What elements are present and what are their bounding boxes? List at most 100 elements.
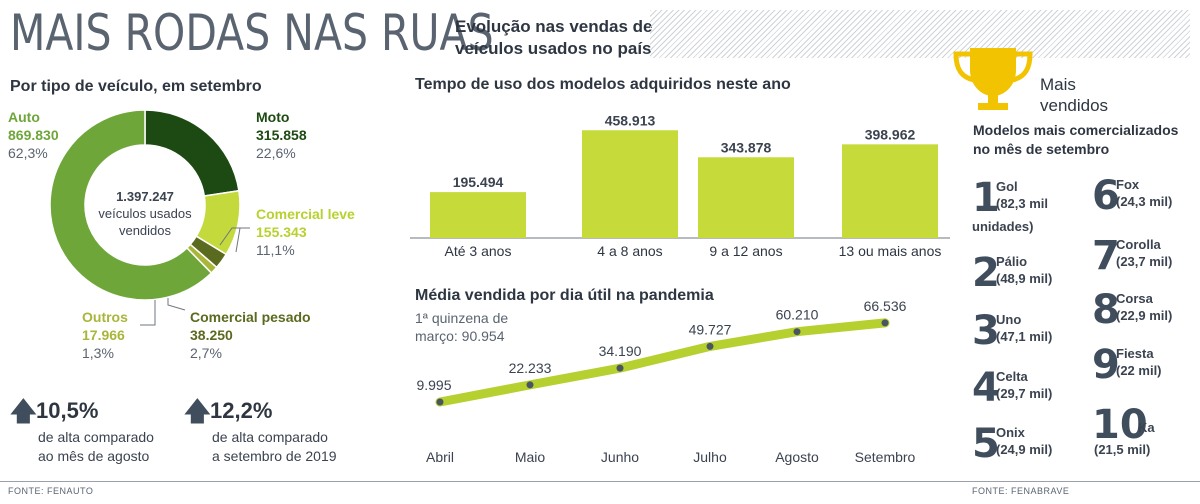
annotation-line-2: março: 90.954 xyxy=(415,328,505,344)
subtitle-line-1: Evolução nas vendas de xyxy=(455,17,653,36)
stat-august-line-1: de alta comparado xyxy=(38,429,154,445)
line-point-2 xyxy=(616,364,624,372)
bar-category-label-3: 13 ou mais anos xyxy=(839,243,942,259)
label-value-auto: 869.830 xyxy=(8,127,59,143)
donut-slice-auto xyxy=(49,109,213,301)
stat-august-line-2: ao mês de agosto xyxy=(38,448,150,464)
bar-chart-title: Tempo de uso dos modelos adquiridos nest… xyxy=(415,76,791,93)
line-point-5 xyxy=(881,319,889,327)
stat-2019-line-1: de alta comparado xyxy=(212,429,328,445)
line-value-label-1: 22.233 xyxy=(509,360,552,376)
line-category-label-3: Julho xyxy=(693,449,727,465)
donut-label-outros: Outros 17.966 1,3% xyxy=(82,308,128,362)
ranking-model-name: Pálio xyxy=(996,254,1028,269)
bar-3 xyxy=(842,144,938,238)
source-right: FONTE: FENABRAVE xyxy=(972,486,1070,496)
ranking-number: 9 xyxy=(1092,342,1120,388)
label-name-auto: Auto xyxy=(8,109,40,125)
label-value-outros: 17.966 xyxy=(82,327,125,343)
label-name-comercial-pesado: Comercial pesado xyxy=(190,309,311,325)
ranking-model-name: Corolla xyxy=(1116,237,1161,252)
label-pct-auto: 62,3% xyxy=(8,145,48,161)
ranking-number: 8 xyxy=(1092,287,1120,333)
bar-2 xyxy=(698,157,794,238)
stat-2019-value: 12,2% xyxy=(210,398,273,423)
line-series xyxy=(435,318,890,407)
ranking-model-name: Fox xyxy=(1116,177,1140,192)
line-chart: 9.995 Abril 22.233 Maio 34.190 Junho 49.727 Jul… xyxy=(416,298,915,465)
ranking-item-4: 4 Celta (29,7 mil) xyxy=(972,368,1082,418)
ranking-subtitle: Modelos mais comercializados no mês de s… xyxy=(973,122,1179,157)
bar-1 xyxy=(582,130,678,238)
line-point-3 xyxy=(706,342,714,350)
line-point-1 xyxy=(526,381,534,389)
donut-slice-moto xyxy=(144,109,240,197)
ranking-number: 2 xyxy=(972,250,1000,296)
source-left: FONTE: FENAUTO xyxy=(8,486,94,496)
ranking-number: 10 xyxy=(1092,402,1148,448)
ranking-model-name: Uno xyxy=(996,312,1022,327)
leader-line-comercial-pesado xyxy=(167,298,186,311)
line-value-label-5: 66.536 xyxy=(864,298,907,314)
subtitle-line-2: veículos usados no país xyxy=(455,39,652,58)
label-value-comercial-leve: 155.343 xyxy=(256,224,307,240)
bar-0 xyxy=(430,192,526,238)
ranking-model-detail: (48,9 mil) xyxy=(996,271,1053,286)
page-title: MAIS RODAS NAS RUAS xyxy=(10,4,494,62)
ranking-item-7: 7 Corolla (23,7 mil) xyxy=(1092,236,1200,286)
arrow-up-icon: 🡅 xyxy=(10,396,37,426)
ranking-model-detail-2: unidades) xyxy=(972,219,1034,234)
label-pct-outros: 1,3% xyxy=(82,345,114,361)
label-value-comercial-pesado: 38.250 xyxy=(190,327,233,343)
ranking-item-1: 1 Gol (82,3 mil unidades) xyxy=(972,175,1082,234)
ranking-item-9: 9 Fiesta (22 mil) xyxy=(1092,345,1200,395)
ranking-model-detail: (24,3 mil) xyxy=(1116,194,1173,209)
ranking-model-name: Ka xyxy=(1138,420,1155,435)
ranking-item-5: 5 Onix (24,9 mil) xyxy=(972,424,1082,474)
line-category-label-1: Maio xyxy=(515,449,546,465)
stat-september-2019: 🡅 12,2% de alta comparado a setembro de … xyxy=(184,398,374,468)
bar-value-label-3: 398.962 xyxy=(865,126,916,142)
line-value-label-4: 60.210 xyxy=(776,307,819,323)
ranking-item-10: 10 Ka (21,5 mil) xyxy=(1092,402,1200,457)
ranking-model-detail: (82,3 mil xyxy=(996,196,1049,211)
stat-august-value: 10,5% xyxy=(36,398,99,423)
label-name-comercial-leve: Comercial leve xyxy=(256,206,355,222)
line-point-0 xyxy=(436,398,444,406)
label-name-moto: Moto xyxy=(256,109,290,125)
bar-value-label-0: 195.494 xyxy=(453,174,504,190)
annotation-line-1: 1ª quinzena de xyxy=(415,310,509,326)
stat-august-text: de alta comparado ao mês de agosto xyxy=(38,428,208,466)
bar-category-label-1: 4 a 8 anos xyxy=(597,243,662,259)
trophy-icon xyxy=(953,48,1033,110)
ranking-model-detail: (47,1 mil) xyxy=(996,329,1053,344)
ranking-model-name: Fiesta xyxy=(1116,346,1154,361)
ranking-model-detail: (29,7 mil) xyxy=(996,386,1053,401)
line-chart-annotation: 1ª quinzena de março: 90.954 xyxy=(415,309,508,345)
donut-section-title: Por tipo de veículo, em setembro xyxy=(10,78,262,95)
label-name-outros: Outros xyxy=(82,309,128,325)
ranking-model-detail: (21,5 mil) xyxy=(1094,442,1151,457)
label-value-moto: 315.858 xyxy=(256,127,307,143)
stat-2019-text: de alta comparado a setembro de 2019 xyxy=(212,428,382,466)
ranking-model-detail: (22,9 mil) xyxy=(1116,308,1173,323)
ranking-number: 3 xyxy=(972,308,1000,354)
ranking-model-detail: (22 mil) xyxy=(1116,363,1162,378)
label-pct-comercial-leve: 11,1% xyxy=(256,242,295,258)
ranking-item-3: 3 Uno (47,1 mil) xyxy=(972,311,1082,361)
donut-label-auto: Auto 869.830 62,3% xyxy=(8,108,59,162)
bar-category-label-2: 9 a 12 anos xyxy=(709,243,782,259)
bar-value-label-2: 343.878 xyxy=(721,139,772,155)
ranking-item-2: 2 Pálio (48,9 mil) xyxy=(972,253,1082,303)
line-value-label-0: 9.995 xyxy=(416,377,451,393)
label-pct-comercial-pesado: 2,7% xyxy=(190,345,222,361)
bar-chart: 195.494 Até 3 anos 458.913 4 a 8 anos 343.87… xyxy=(410,112,950,259)
line-category-label-4: Agosto xyxy=(775,449,819,465)
line-point-4 xyxy=(793,328,801,336)
line-category-label-2: Junho xyxy=(601,449,639,465)
footer-divider xyxy=(0,481,1200,482)
ranking-model-name: Gol xyxy=(996,179,1018,194)
ranking-number: 1 xyxy=(972,175,1000,221)
donut-center-line-1: veículos usados xyxy=(98,206,192,221)
ranking-model-name: Onix xyxy=(996,425,1025,440)
